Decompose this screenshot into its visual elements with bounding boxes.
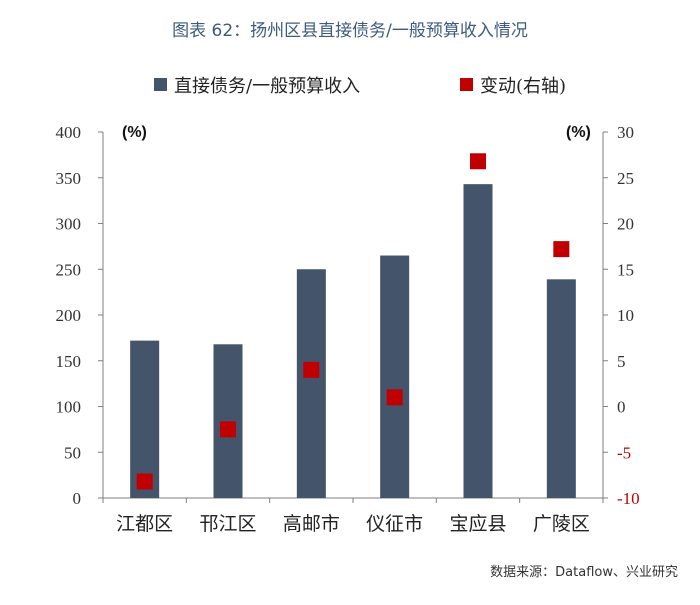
right-tick-label: 5 bbox=[617, 352, 626, 371]
left-tick-label: 400 bbox=[56, 123, 82, 142]
legend-label-marker: 变动(右轴) bbox=[480, 76, 566, 97]
left-axis-unit: (%) bbox=[122, 124, 147, 141]
left-tick-label: 150 bbox=[56, 352, 82, 371]
change-marker bbox=[553, 241, 570, 258]
category-label: 宝应县 bbox=[449, 513, 506, 535]
left-tick-label: 350 bbox=[56, 169, 82, 188]
category-label: 江都区 bbox=[116, 513, 173, 535]
legend-label-bar: 直接债务/一般预算收入 bbox=[174, 76, 360, 97]
left-tick-label: 50 bbox=[64, 443, 81, 462]
change-marker bbox=[386, 389, 403, 406]
left-tick-label: 100 bbox=[56, 398, 82, 417]
right-tick-label: 30 bbox=[617, 123, 634, 142]
bar bbox=[546, 279, 576, 498]
bar-series bbox=[130, 184, 576, 498]
legend-swatch-bar bbox=[154, 78, 167, 91]
right-tick-label: 15 bbox=[617, 260, 634, 279]
left-tick-label: 0 bbox=[73, 489, 82, 508]
left-tick-label: 250 bbox=[56, 260, 82, 279]
right-axis-ticks: -10 -5 0 5 10 15 20 25 30 bbox=[603, 123, 640, 508]
marker-series bbox=[136, 153, 570, 490]
right-axis-unit: (%) bbox=[566, 124, 591, 141]
right-tick-label: 0 bbox=[617, 398, 626, 417]
right-tick-label: 20 bbox=[617, 215, 634, 234]
bar bbox=[213, 344, 243, 498]
left-tick-label: 300 bbox=[56, 215, 82, 234]
category-labels: 江都区 邗江区 高邮市 仪征市 宝应县 广陵区 bbox=[102, 498, 604, 535]
category-label: 广陵区 bbox=[533, 513, 590, 535]
left-tick-label: 200 bbox=[56, 306, 82, 325]
bar bbox=[130, 340, 160, 498]
category-label: 高邮市 bbox=[283, 513, 340, 535]
change-marker bbox=[136, 473, 153, 490]
category-label: 邗江区 bbox=[199, 513, 256, 535]
bar bbox=[380, 255, 410, 498]
right-tick-label: -10 bbox=[617, 489, 640, 508]
source-note: 数据来源：Dataflow、兴业研究 bbox=[490, 565, 678, 580]
legend-swatch-marker bbox=[460, 78, 473, 91]
chart-title: 图表 62：扬州区县直接债务/一般预算收入情况 bbox=[172, 21, 528, 41]
bar bbox=[296, 269, 326, 498]
right-tick-label: -5 bbox=[617, 443, 631, 462]
change-marker bbox=[303, 361, 320, 378]
left-axis-ticks: 0 50 100 150 200 250 300 350 400 bbox=[56, 123, 103, 508]
right-tick-label: 25 bbox=[617, 169, 634, 188]
bar bbox=[463, 184, 493, 498]
category-label: 仪征市 bbox=[366, 513, 423, 535]
legend: 直接债务/一般预算收入 变动(右轴) bbox=[154, 76, 566, 97]
change-marker bbox=[220, 421, 236, 438]
right-tick-label: 10 bbox=[617, 306, 634, 325]
change-marker bbox=[470, 153, 486, 170]
